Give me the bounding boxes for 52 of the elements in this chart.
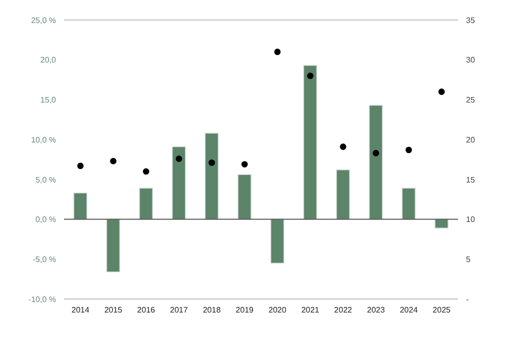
y-tick-label: 20,0 <box>40 56 57 65</box>
x-tick-label: 2014 <box>72 306 90 315</box>
y-tick-label: 15,0 <box>40 96 57 105</box>
bar <box>204 132 219 220</box>
x-tick-label: 2016 <box>137 306 156 315</box>
y2-tick-label: 35 <box>466 16 476 25</box>
bar <box>402 188 416 220</box>
point <box>241 161 248 168</box>
bar <box>139 188 153 220</box>
x-tick-label: 2021 <box>301 306 320 315</box>
point <box>406 146 412 154</box>
point <box>438 88 445 95</box>
point <box>110 158 116 164</box>
point <box>274 48 281 56</box>
y-tick-label: -10,0 % <box>28 294 56 304</box>
x-tick-label: 2025 <box>432 306 452 315</box>
x-tick-label: 2019 <box>236 306 254 315</box>
x-tick-label: 2018 <box>202 306 222 315</box>
point <box>307 72 314 79</box>
point <box>77 162 84 170</box>
x-tick-label: 2022 <box>334 306 353 315</box>
y-tick-label: 5,0 % <box>36 175 56 184</box>
x-tick-label: 2023 <box>367 306 386 315</box>
bar <box>270 218 284 264</box>
bar <box>303 65 318 220</box>
y2-tick-label: 20 <box>466 135 476 144</box>
bar <box>238 174 252 220</box>
x-tick-label: 2017 <box>170 306 188 315</box>
y2-tick-label: 25 <box>466 96 476 105</box>
y2-tick-label: - <box>466 294 469 304</box>
x-tick-label: 2020 <box>268 306 287 315</box>
y-tick-label: -5,0 % <box>32 254 56 264</box>
x-tick-label: 2024 <box>400 306 418 315</box>
bar <box>368 104 383 220</box>
y-tick-label: 0,0 % <box>36 215 56 224</box>
point <box>372 150 380 156</box>
y2-tick-label: 15 <box>466 175 476 184</box>
point <box>208 159 215 166</box>
point <box>176 156 182 162</box>
bar <box>73 192 88 220</box>
y-tick-label: 10,0 % <box>31 135 56 144</box>
y2-tick-label: 5 <box>466 254 471 264</box>
y2-tick-label: 10 <box>466 215 476 224</box>
point <box>142 168 150 175</box>
bar <box>336 169 350 220</box>
y2-tick-label: 30 <box>466 56 476 65</box>
bar <box>172 146 186 220</box>
point <box>340 144 346 150</box>
bar <box>106 218 120 272</box>
y-tick-label: 25,0 % <box>31 16 56 25</box>
x-tick-label: 2015 <box>104 306 123 315</box>
bar <box>434 218 448 228</box>
